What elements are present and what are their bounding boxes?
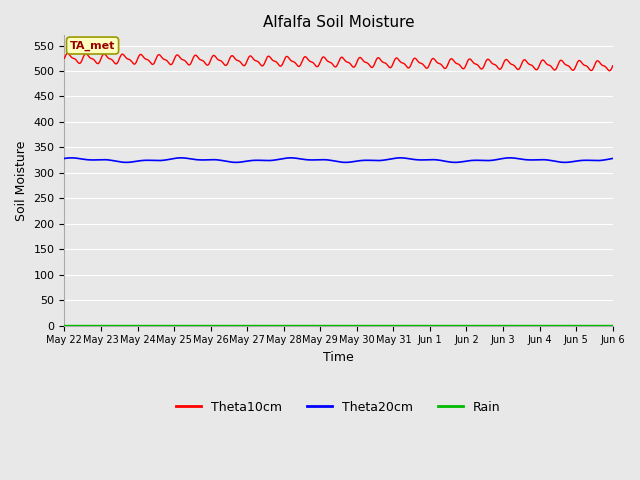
Legend: Theta10cm, Theta20cm, Rain: Theta10cm, Theta20cm, Rain (172, 396, 506, 419)
Title: Alfalfa Soil Moisture: Alfalfa Soil Moisture (263, 15, 414, 30)
Text: TA_met: TA_met (70, 40, 115, 51)
Y-axis label: Soil Moisture: Soil Moisture (15, 140, 28, 221)
X-axis label: Time: Time (323, 351, 354, 364)
